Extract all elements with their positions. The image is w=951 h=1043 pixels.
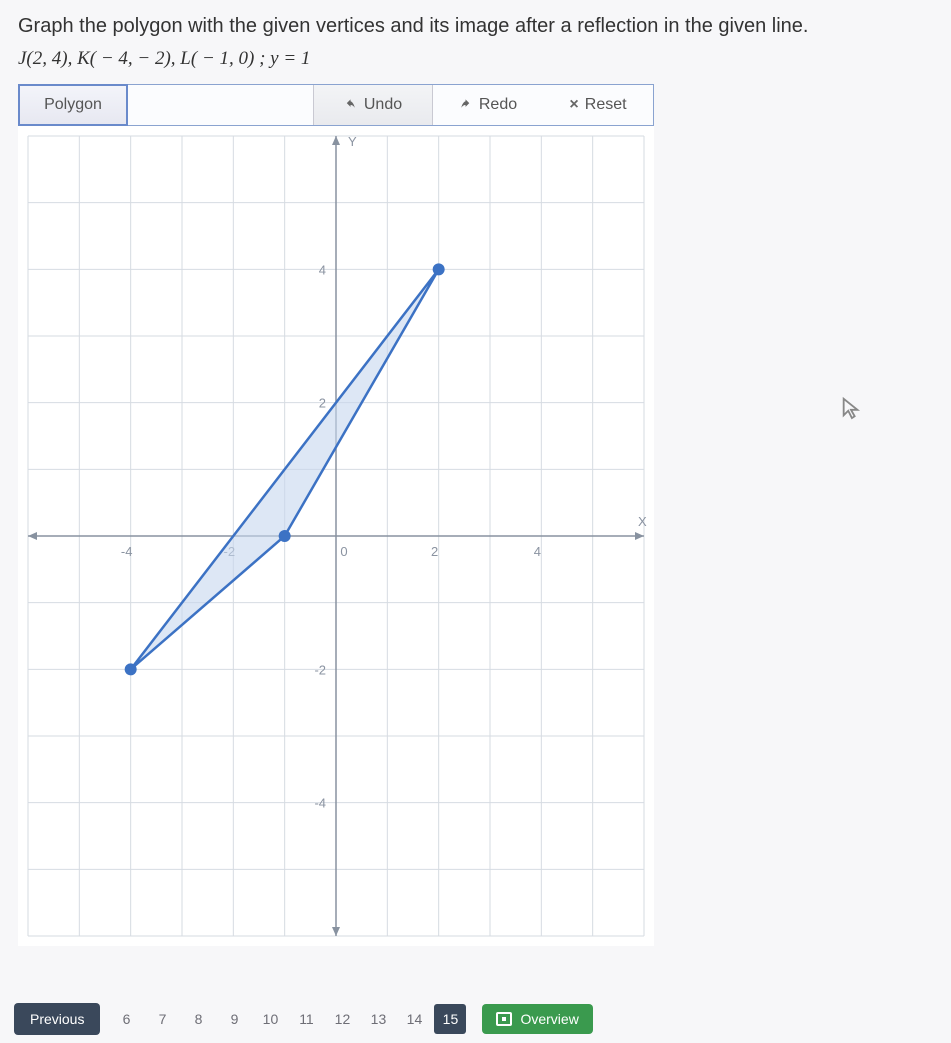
svg-text:2: 2 xyxy=(319,396,326,411)
undo-label: Undo xyxy=(364,96,402,114)
page-list: 6789101112131415 xyxy=(110,1004,466,1034)
svg-text:4: 4 xyxy=(319,262,326,277)
page-6[interactable]: 6 xyxy=(110,1004,142,1034)
svg-text:4: 4 xyxy=(534,544,541,559)
page-8[interactable]: 8 xyxy=(182,1004,214,1034)
page-11[interactable]: 11 xyxy=(290,1004,322,1034)
graph-tool: Polygon Undo Redo × Reset YX-4-2024-4-22… xyxy=(18,84,933,946)
page-13[interactable]: 13 xyxy=(362,1004,394,1034)
redo-icon xyxy=(459,98,473,112)
svg-text:2: 2 xyxy=(431,544,438,559)
svg-text:X: X xyxy=(638,514,647,529)
redo-button[interactable]: Redo xyxy=(433,85,543,125)
overview-icon xyxy=(496,1012,512,1026)
cursor-icon xyxy=(840,395,862,421)
svg-text:0: 0 xyxy=(340,544,347,559)
previous-button[interactable]: Previous xyxy=(14,1003,100,1035)
toolbar: Polygon Undo Redo × Reset xyxy=(18,84,654,126)
previous-label: Previous xyxy=(30,1011,84,1027)
svg-text:-4: -4 xyxy=(121,544,133,559)
page-14[interactable]: 14 xyxy=(398,1004,430,1034)
page-15[interactable]: 15 xyxy=(434,1004,466,1034)
svg-text:-4: -4 xyxy=(314,796,326,811)
undo-button[interactable]: Undo xyxy=(313,85,433,125)
vertices-text: J(2, 4), K( − 4, − 2), L( − 1, 0) ; y = … xyxy=(0,44,951,84)
page-9[interactable]: 9 xyxy=(218,1004,250,1034)
svg-text:Y: Y xyxy=(348,134,357,149)
polygon-button-label: Polygon xyxy=(44,96,102,114)
graph-svg: YX-4-2024-4-224 xyxy=(18,126,654,946)
bottom-nav: Previous 6789101112131415 Overview xyxy=(0,995,951,1043)
toolbar-spacer xyxy=(127,85,313,125)
reset-button[interactable]: × Reset xyxy=(543,85,653,125)
question-text: Graph the polygon with the given vertice… xyxy=(0,0,951,44)
polygon-button[interactable]: Polygon xyxy=(18,84,128,126)
graph-area[interactable]: YX-4-2024-4-224 xyxy=(18,126,654,946)
page-12[interactable]: 12 xyxy=(326,1004,358,1034)
svg-text:-2: -2 xyxy=(314,662,326,677)
reset-label: Reset xyxy=(585,96,627,114)
redo-label: Redo xyxy=(479,96,517,114)
undo-icon xyxy=(344,98,358,112)
page-7[interactable]: 7 xyxy=(146,1004,178,1034)
overview-label: Overview xyxy=(520,1011,578,1027)
overview-button[interactable]: Overview xyxy=(482,1004,592,1034)
page-10[interactable]: 10 xyxy=(254,1004,286,1034)
reset-icon: × xyxy=(569,96,578,114)
